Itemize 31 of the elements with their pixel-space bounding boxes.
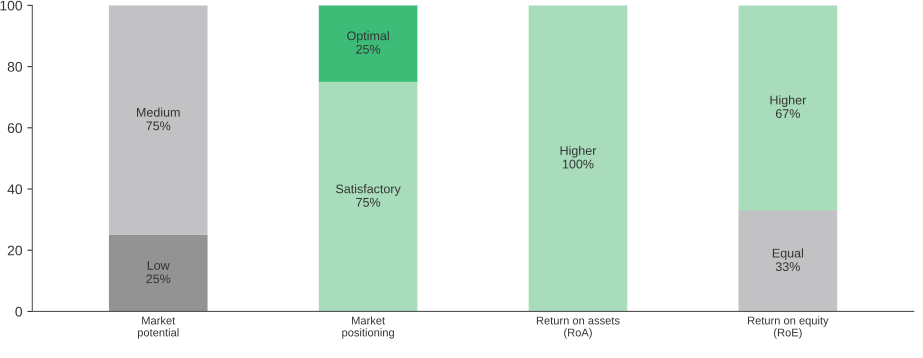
y-tick-label: 0 xyxy=(15,306,22,317)
text: Higher xyxy=(770,95,806,108)
data-label: 25% xyxy=(356,44,380,54)
series-label: Medium xyxy=(137,108,180,117)
series-label: Higher xyxy=(560,146,596,158)
data-label: 75% xyxy=(356,198,380,207)
y-tick-label: 40 xyxy=(7,184,22,194)
series-label: Low xyxy=(148,261,170,270)
y-tick-label: 60 xyxy=(8,123,22,133)
bar xyxy=(738,210,838,312)
x-tick-label: Market potential xyxy=(138,316,178,339)
bar xyxy=(108,234,208,312)
series-label: Equal xyxy=(772,248,803,260)
y-tick-label: 100 xyxy=(0,0,22,11)
data-label: 25% xyxy=(146,274,170,284)
y-tick-label: 80 xyxy=(8,62,22,72)
data-label: 100% xyxy=(562,160,594,168)
bar xyxy=(318,82,418,312)
x-tick-label: Return on assets (RoA) xyxy=(536,316,620,339)
x-tick-label: Market positioning xyxy=(342,316,394,339)
bar xyxy=(318,5,418,82)
bar xyxy=(108,5,208,235)
data-label: 33% xyxy=(776,262,800,272)
data-label: 75% xyxy=(146,121,170,130)
bar xyxy=(528,5,628,312)
x-tick-label: Return on equity (RoE) xyxy=(748,316,829,339)
data-label: 67% xyxy=(776,109,800,118)
y-tick-label: 20 xyxy=(8,246,22,256)
bar xyxy=(738,5,838,210)
series-label: Satisfactory xyxy=(336,184,401,196)
series-label: Optimal xyxy=(347,31,389,43)
